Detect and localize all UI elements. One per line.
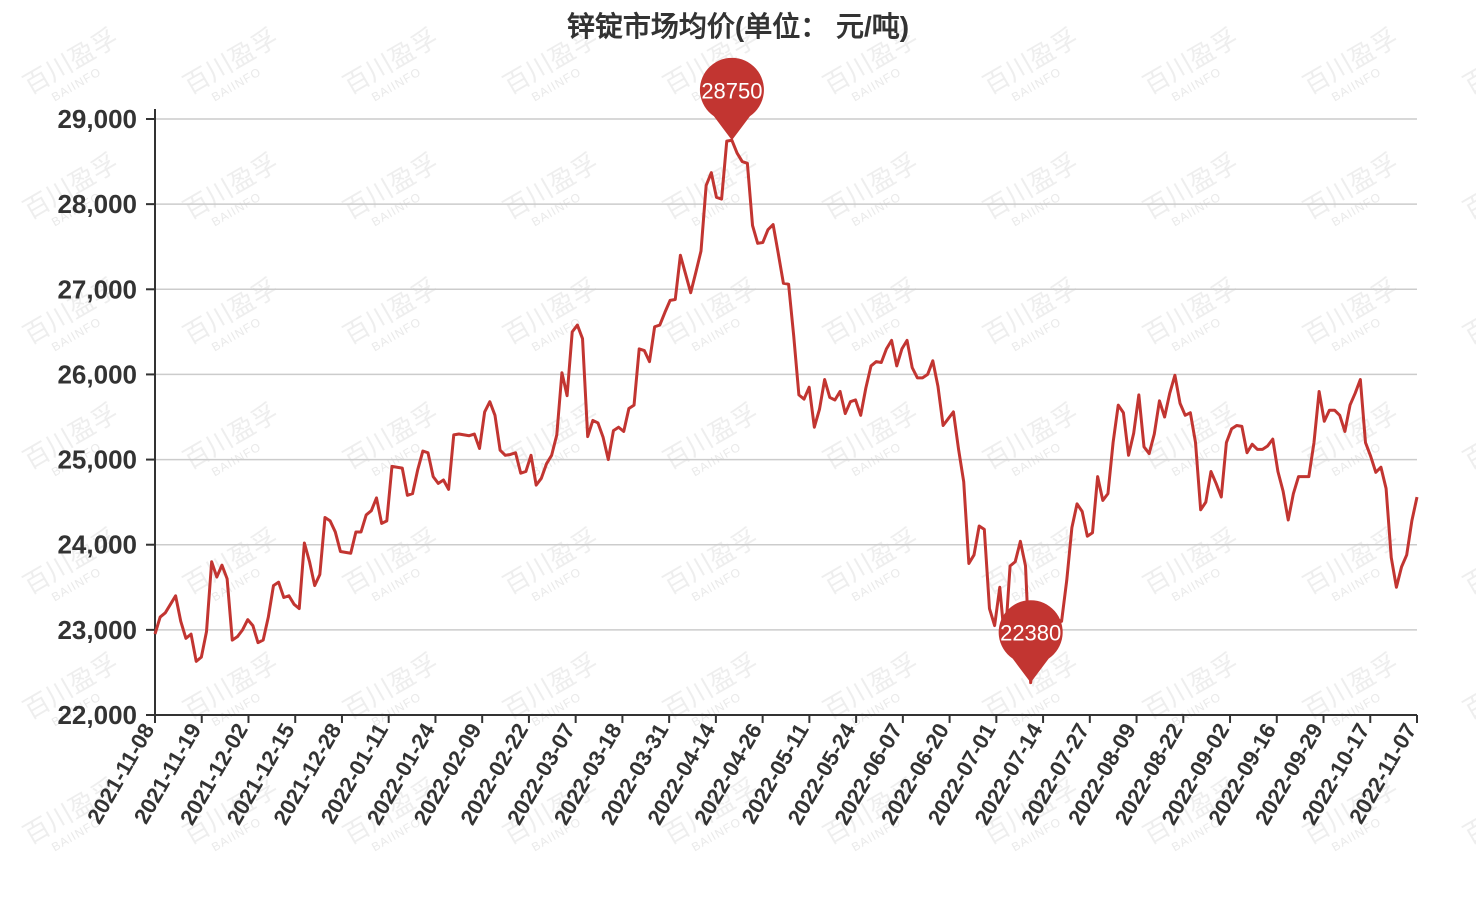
watermark-text: 百川盈孚 — [1458, 147, 1476, 225]
marker-layer: 28750 22380 — [699, 57, 1063, 683]
y-tick-label: 25,000 — [57, 445, 137, 475]
y-tick-label: 22,000 — [57, 700, 137, 730]
max-marker-pin — [699, 57, 764, 141]
series-layer — [153, 138, 1419, 685]
watermark-text: 百川盈孚 — [1458, 272, 1476, 350]
price-line — [153, 138, 1419, 685]
watermark-text: 百川盈孚 — [1458, 772, 1476, 850]
min-marker-pin — [998, 600, 1063, 683]
watermark-text: 百川盈孚 — [1458, 22, 1476, 100]
y-tick-label: 26,000 — [57, 359, 137, 389]
watermark-text: 百川盈孚 — [1458, 647, 1476, 725]
y-tick-label: 27,000 — [57, 274, 137, 304]
watermark-text: 百川盈孚 — [1458, 397, 1476, 475]
max-marker-label: 28750 — [701, 78, 762, 103]
watermark-text: 百川盈孚 — [1458, 522, 1476, 600]
y-axis: 22,000 23,000 24,000 25,000 26,000 27,000 28,0… — [57, 104, 156, 730]
x-axis: 2021-11-082021-11-192021-12-022021-12-15… — [82, 714, 1421, 829]
chart-title: 锌锭市场均价(单位： 元/吨) — [567, 10, 909, 42]
y-tick-label: 24,000 — [57, 530, 137, 560]
y-tick-label: 29,000 — [57, 104, 137, 134]
min-marker-label: 22380 — [1000, 621, 1061, 646]
y-tick-label: 28,000 — [57, 189, 137, 219]
y-tick-label: 23,000 — [57, 615, 137, 645]
grid-lines — [155, 118, 1417, 631]
